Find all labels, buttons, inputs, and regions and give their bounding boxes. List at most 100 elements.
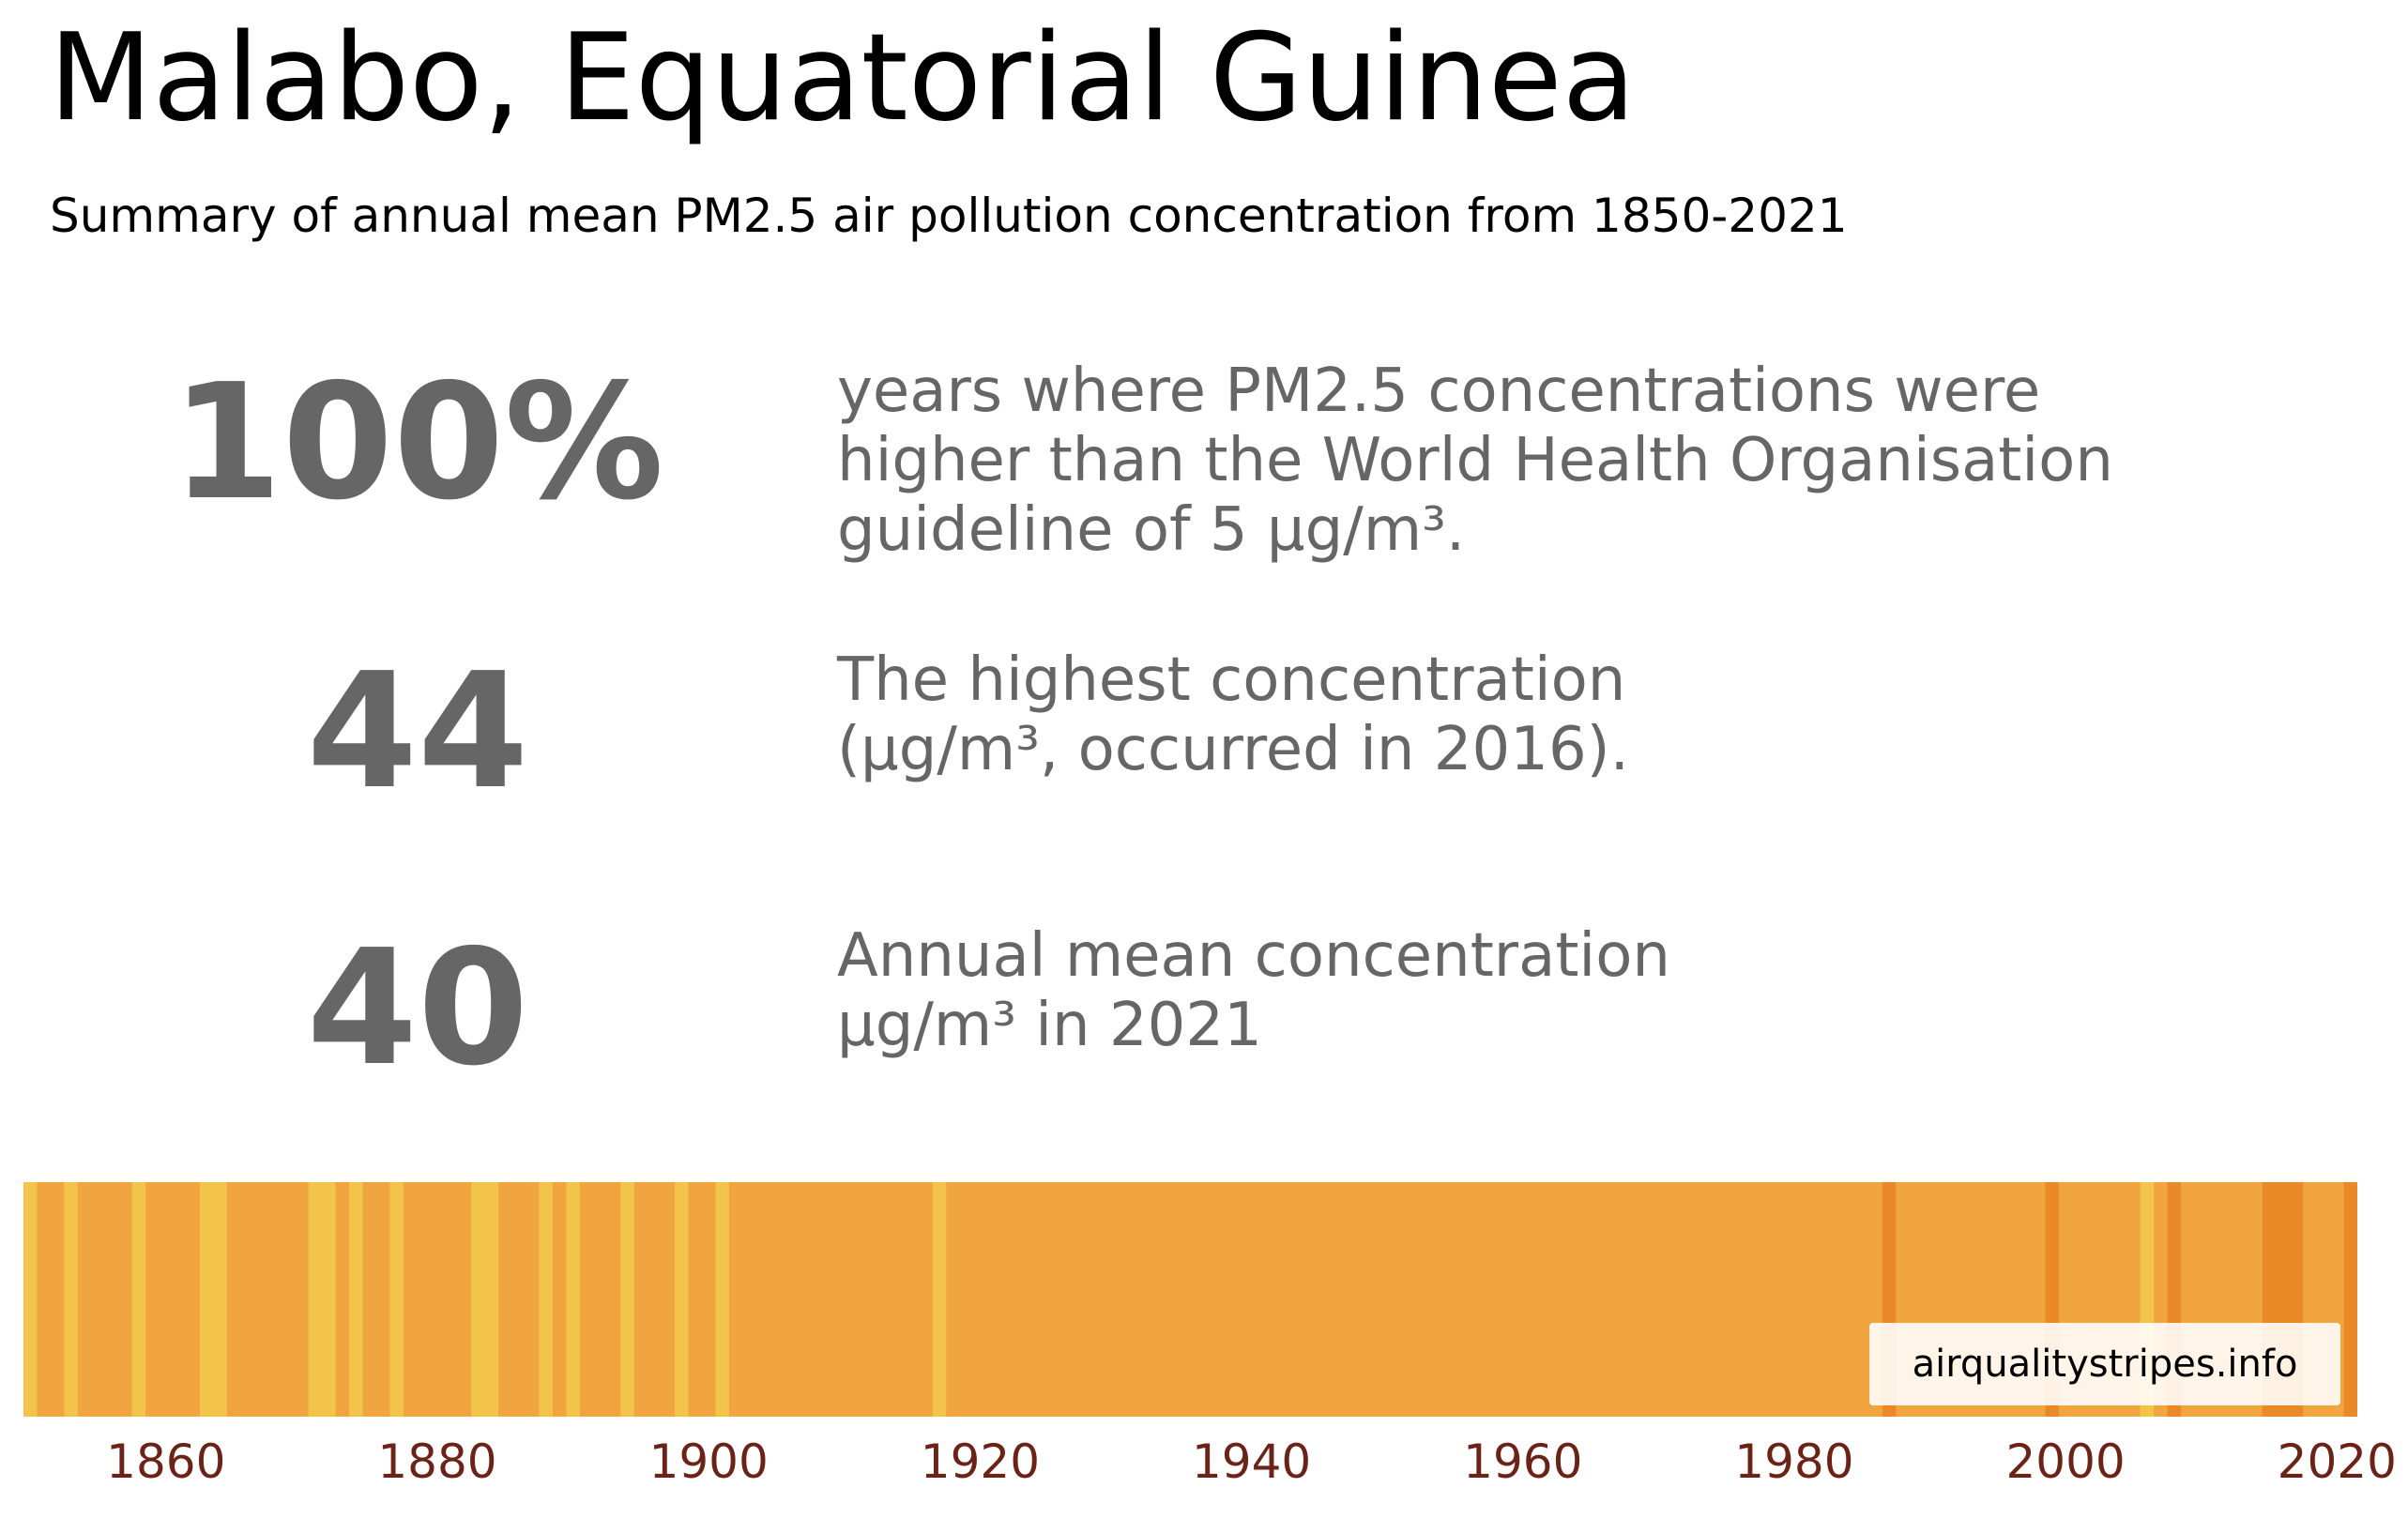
stripe-1873 (335, 1182, 350, 1417)
stripe-1959 (1502, 1182, 1517, 1417)
stripe-1978 (1760, 1182, 1775, 1417)
stripe-1935 (1177, 1182, 1192, 1417)
stripe-1879 (417, 1182, 432, 1417)
stripe-1972 (1679, 1182, 1694, 1417)
stripe-1885 (498, 1182, 513, 1417)
stripe-1855 (91, 1182, 106, 1417)
x-axis: 1860 1880 1900 1920 1940 1960 1980 2000 2020 (106, 1435, 2397, 1489)
stripe-1884 (484, 1182, 499, 1417)
stripe-1970 (1652, 1182, 1667, 1417)
stripe-1918 (946, 1182, 961, 1417)
stripe-1910 (837, 1182, 852, 1417)
stripe-1877 (389, 1182, 404, 1417)
x-tick-label-1900: 1900 (649, 1435, 769, 1489)
x-tick-label-2020: 2020 (2278, 1435, 2397, 1489)
stripe-2021 (2343, 1182, 2357, 1417)
stripe-1906 (783, 1182, 798, 1417)
stripe-1883 (471, 1182, 486, 1417)
stripe-1913 (877, 1182, 892, 1417)
stripe-1965 (1583, 1182, 1598, 1417)
stripe-1901 (715, 1182, 730, 1417)
x-tick-label-1940: 1940 (1192, 1435, 1311, 1489)
stripe-1982 (1814, 1182, 1829, 1417)
stripe-1919 (959, 1182, 974, 1417)
stripe-1980 (1787, 1182, 1802, 1417)
stripe-1917 (932, 1182, 947, 1417)
stripe-1942 (1272, 1182, 1287, 1417)
stripe-1875 (362, 1182, 377, 1417)
stripe-1926 (1054, 1182, 1069, 1417)
stripe-1947 (1339, 1182, 1354, 1417)
stripe-1898 (675, 1182, 690, 1417)
stripe-1960 (1516, 1182, 1531, 1417)
stripe-1894 (620, 1182, 635, 1417)
stripe-1853 (64, 1182, 79, 1417)
stripe-1957 (1475, 1182, 1490, 1417)
stripe-1915 (905, 1182, 920, 1417)
stripe-1878 (403, 1182, 418, 1417)
stripe-1899 (688, 1182, 703, 1417)
stripe-1886 (511, 1182, 526, 1417)
stripe-1963 (1556, 1182, 1571, 1417)
stripe-1887 (525, 1182, 541, 1417)
stripe-1976 (1732, 1182, 1747, 1417)
stripe-1968 (1624, 1182, 1639, 1417)
stripe-1882 (457, 1182, 472, 1417)
stat-percent-description: years where PM2.5 concentrations were hi… (837, 357, 2113, 565)
stripe-1961 (1529, 1182, 1545, 1417)
stat-latest-value: 40 (306, 916, 529, 1101)
stripe-1962 (1543, 1182, 1558, 1417)
stripe-1940 (1244, 1182, 1259, 1417)
stripe-1890 (566, 1182, 581, 1417)
stripe-1977 (1746, 1182, 1761, 1417)
stripe-1950 (1379, 1182, 1395, 1417)
stat-latest-description: Annual mean concentration μg/m³ in 2021 (837, 921, 1670, 1060)
stripe-1872 (322, 1182, 337, 1417)
stripe-1953 (1421, 1182, 1436, 1417)
stripe-1981 (1801, 1182, 1816, 1417)
stripe-1868 (267, 1182, 282, 1417)
stripe-1967 (1610, 1182, 1625, 1417)
stripe-1876 (375, 1182, 390, 1417)
stripe-1865 (226, 1182, 241, 1417)
stripe-1914 (892, 1182, 907, 1417)
stripe-1951 (1394, 1182, 1409, 1417)
stripe-1909 (824, 1182, 839, 1417)
stripe-1893 (606, 1182, 621, 1417)
stripe-1861 (173, 1182, 188, 1417)
stripe-1896 (648, 1182, 663, 1417)
stripe-1983 (1828, 1182, 1843, 1417)
stripe-1922 (1000, 1182, 1015, 1417)
stripe-1864 (213, 1182, 228, 1417)
stripe-1974 (1705, 1182, 1721, 1417)
stripe-1869 (281, 1182, 296, 1417)
stripe-1881 (444, 1182, 459, 1417)
x-tick-label-1880: 1880 (377, 1435, 496, 1489)
stripe-1856 (104, 1182, 119, 1417)
stripe-1943 (1285, 1182, 1300, 1417)
stripe-1859 (145, 1182, 160, 1417)
stat-percent-value: 100% (171, 350, 664, 536)
stripe-1969 (1638, 1182, 1653, 1417)
stripe-1863 (199, 1182, 215, 1417)
stripe-1911 (851, 1182, 866, 1417)
stripe-1862 (186, 1182, 201, 1417)
stripe-1930 (1108, 1182, 1123, 1417)
stripe-1870 (295, 1182, 310, 1417)
stripe-1934 (1163, 1182, 1178, 1417)
stripe-1966 (1597, 1182, 1612, 1417)
stripe-1860 (159, 1182, 174, 1417)
stripe-1905 (770, 1182, 785, 1417)
x-tick-label-1860: 1860 (106, 1435, 225, 1489)
stripe-1892 (593, 1182, 608, 1417)
stripe-1871 (308, 1182, 323, 1417)
stripe-1925 (1041, 1182, 1056, 1417)
stripe-1904 (755, 1182, 770, 1417)
stripe-1933 (1150, 1182, 1165, 1417)
stripe-1932 (1135, 1182, 1151, 1417)
stripe-1964 (1570, 1182, 1585, 1417)
stripe-1908 (810, 1182, 825, 1417)
stripe-1946 (1326, 1182, 1341, 1417)
stripe-1900 (701, 1182, 717, 1417)
stripe-1955 (1448, 1182, 1463, 1417)
